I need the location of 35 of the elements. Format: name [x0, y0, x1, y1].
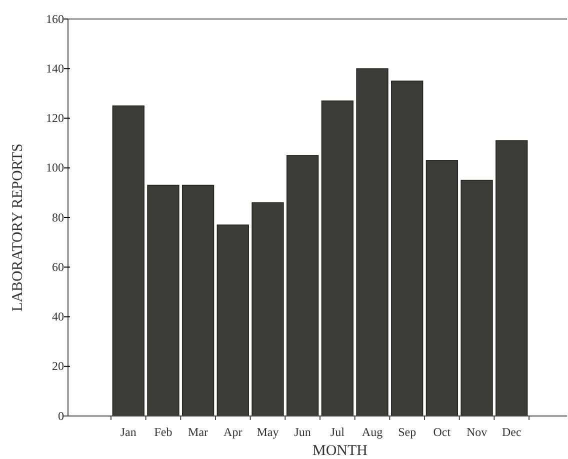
- y-tick-label: 20: [52, 359, 64, 374]
- x-tick-label: Nov: [466, 425, 488, 439]
- y-tick-label: 0: [58, 408, 64, 423]
- bar: [182, 184, 214, 416]
- bar: [321, 100, 354, 416]
- x-axis-title: MONTH: [312, 443, 368, 459]
- y-tick-label: 140: [46, 61, 64, 76]
- bar: [496, 140, 528, 416]
- bar: [112, 105, 144, 416]
- y-tick-label: 40: [52, 310, 64, 324]
- bar: [460, 180, 493, 416]
- y-tick-label: 80: [52, 210, 64, 224]
- x-tick-label: Jul: [330, 425, 346, 439]
- x-tick-label: May: [256, 425, 279, 439]
- bar: [286, 155, 319, 416]
- y-tick-label: 100: [46, 160, 64, 175]
- x-tick-label: Sep: [398, 425, 416, 439]
- bar: [391, 80, 424, 416]
- x-tick-label: Jan: [120, 425, 136, 439]
- y-tick-label: 120: [46, 111, 64, 126]
- x-tick-label: Jun: [294, 425, 311, 439]
- y-axis-title: LABORATORY REPORTS: [10, 144, 26, 312]
- x-tick-label: Feb: [154, 425, 172, 439]
- x-tick-label: Apr: [224, 425, 242, 439]
- bar: [426, 160, 458, 416]
- x-tick-label: Oct: [433, 425, 452, 439]
- x-tick-label: Aug: [362, 425, 383, 439]
- bar: [252, 202, 284, 416]
- x-tick-label: Dec: [502, 425, 522, 439]
- y-tick-label: 160: [46, 12, 64, 26]
- bar: [147, 184, 180, 416]
- x-tick-label: Mar: [188, 425, 208, 439]
- bar: [216, 224, 249, 416]
- y-tick-label: 60: [52, 260, 64, 274]
- bar: [356, 68, 388, 416]
